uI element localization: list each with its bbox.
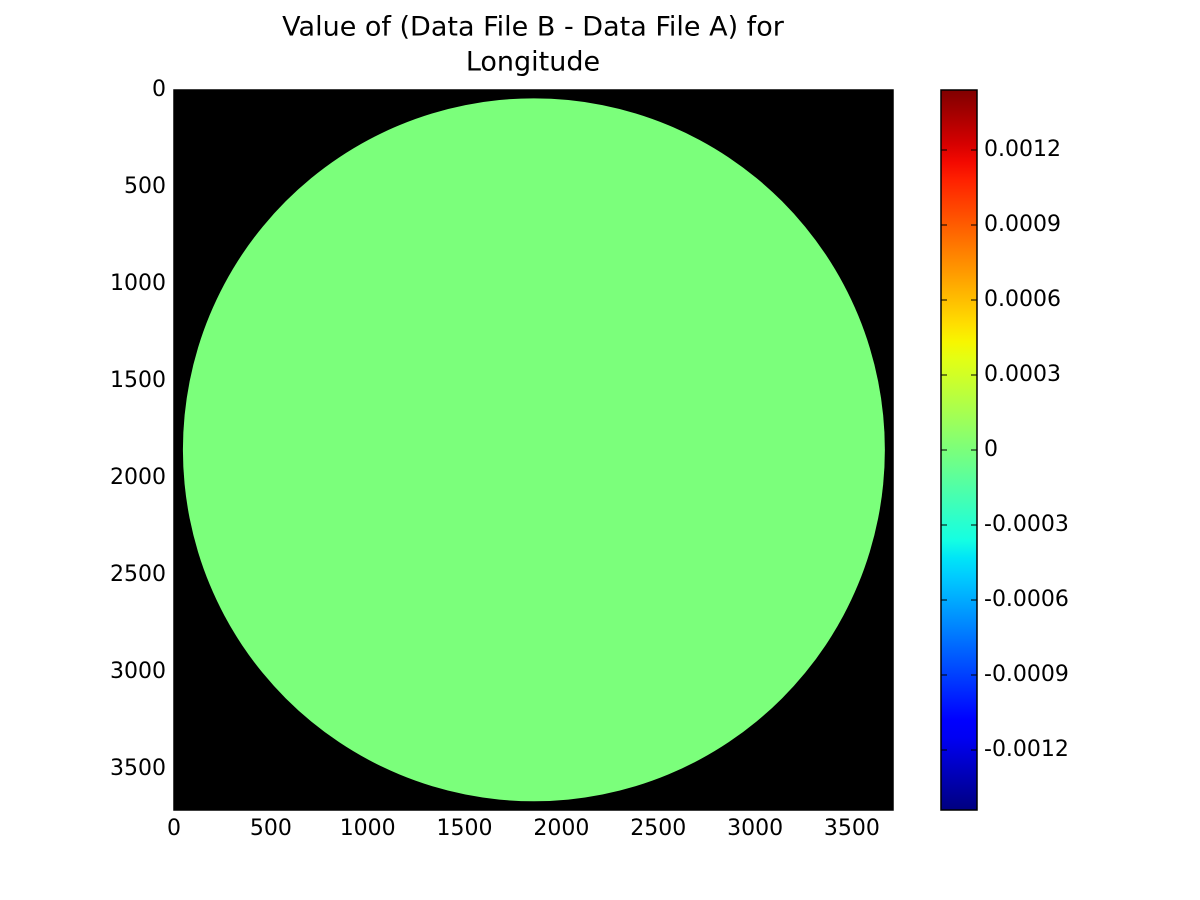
- colorbar-tick-label: 0.0006: [984, 287, 1061, 312]
- colorbar-tick-label: 0.0012: [984, 137, 1061, 162]
- colorbar-tick-label: -0.0012: [984, 737, 1069, 762]
- x-tick-label: 2000: [533, 816, 589, 841]
- y-tick-label: 2000: [110, 465, 166, 490]
- y-tick-label: 1000: [110, 271, 166, 296]
- colorbar-tick-label: 0: [984, 437, 998, 462]
- colorbar-tick-label: -0.0009: [984, 662, 1069, 687]
- x-tick-label: 1000: [340, 816, 396, 841]
- data-disk: [182, 98, 885, 802]
- x-tick-label: 1500: [437, 816, 493, 841]
- y-tick-label: 500: [124, 174, 166, 199]
- x-tick-label: 500: [250, 816, 292, 841]
- x-tick-label: 3500: [824, 816, 880, 841]
- y-tick-label: 1500: [110, 368, 166, 393]
- colorbar-tick-label: 0.0003: [984, 362, 1061, 387]
- colorbar-tick-label: -0.0006: [984, 587, 1069, 612]
- plot-frame: [173, 89, 894, 811]
- y-tick-label: 0: [152, 77, 166, 102]
- y-tick-label: 3500: [110, 756, 166, 781]
- x-tick-label: 2500: [630, 816, 686, 841]
- colorbar-tick-label: 0.0009: [984, 212, 1061, 237]
- x-tick-label: 0: [167, 816, 181, 841]
- y-tick-label: 2500: [110, 562, 166, 587]
- chart-title: Value of (Data File B - Data File A) for: [282, 12, 785, 43]
- x-tick-label: 3000: [727, 816, 783, 841]
- chart-title: Longitude: [466, 47, 600, 78]
- colorbar-tick-label: -0.0003: [984, 512, 1069, 537]
- y-tick-label: 3000: [110, 659, 166, 684]
